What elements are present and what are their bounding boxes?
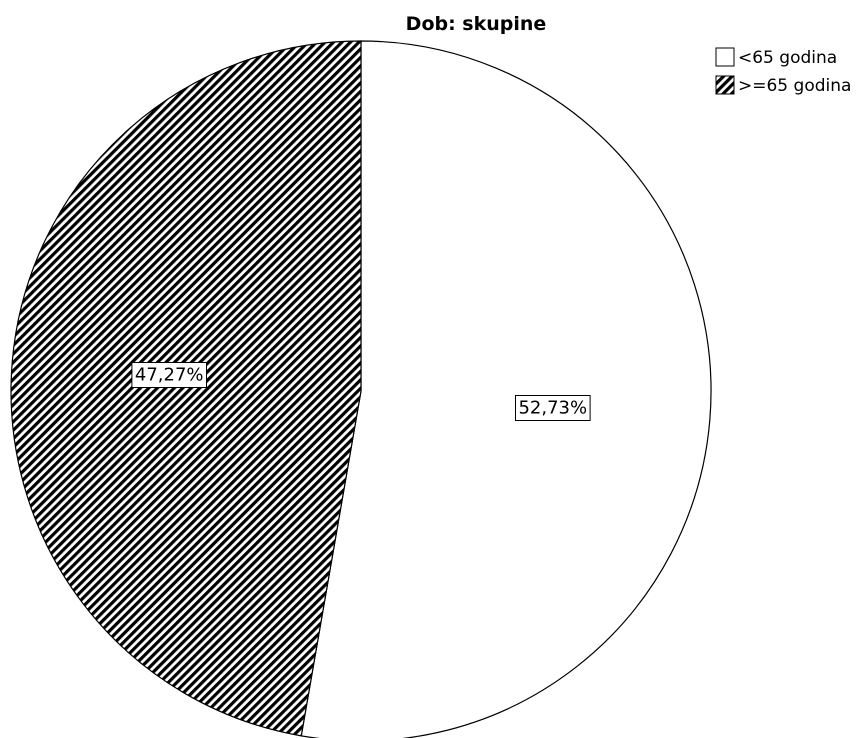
slice-label-0: 52,73% [515, 395, 591, 421]
slice-label-box-0 [515, 395, 591, 421]
slice-label-text-1: 47,27% [135, 365, 204, 386]
legend-label-under-65: <65 godina [738, 48, 837, 68]
legend-swatch-under-65 [715, 47, 735, 67]
slice-label-box-1 [131, 362, 207, 388]
chart-title: Dob: skupine [406, 13, 547, 35]
pie-slices [10, 40, 712, 738]
slice-label-1: 47,27% [131, 362, 207, 388]
legend-label-65-and-over: >=65 godina [738, 76, 851, 96]
slice-label-text-0: 52,73% [518, 398, 587, 419]
legend-swatch-65-and-over [715, 75, 735, 95]
legend: <65 godina >=65 godina [715, 47, 851, 96]
pie-slice-1 [10, 40, 362, 737]
pie-slice-labels: 52,73% 47,27% [131, 362, 591, 421]
pie-slice-0 [300, 40, 712, 738]
